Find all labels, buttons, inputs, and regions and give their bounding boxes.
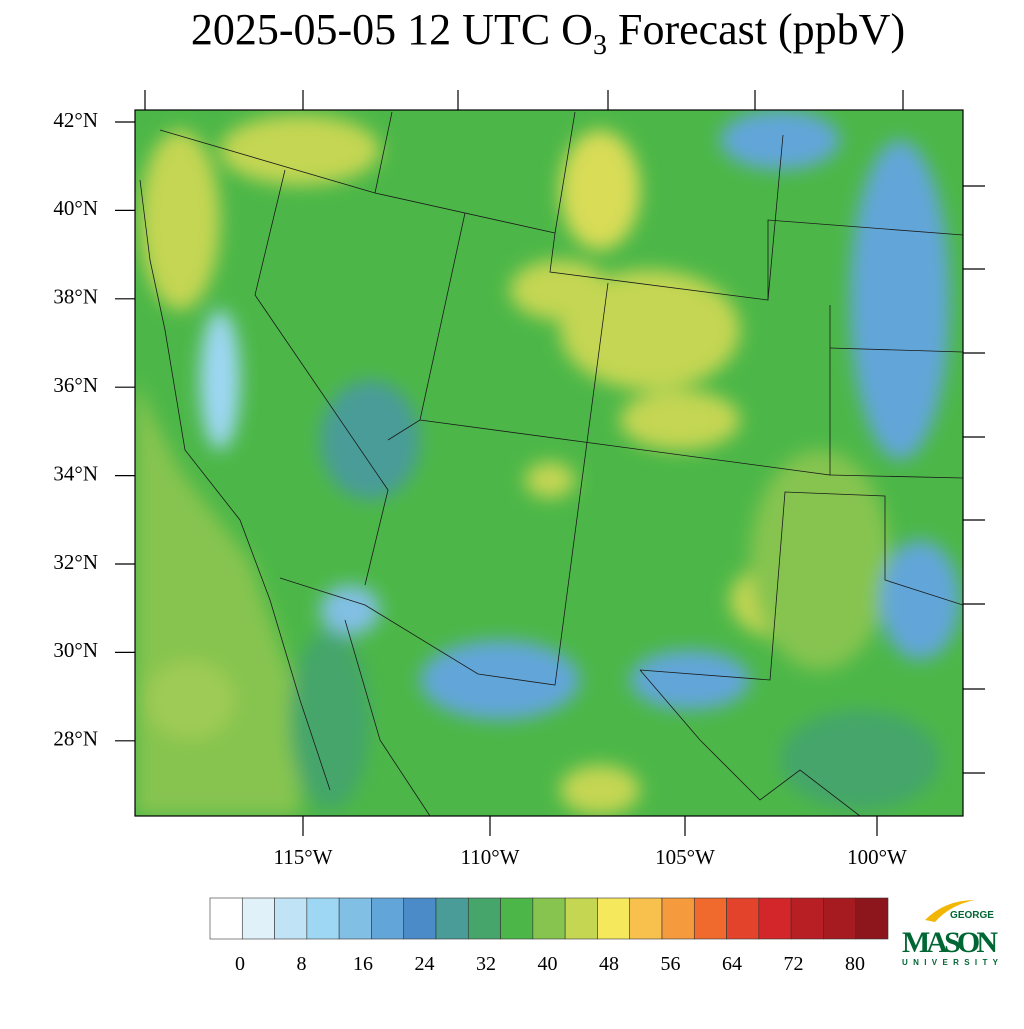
logo-main: MASON [902,926,998,959]
lat-label: 28°N [53,727,98,751]
colorbar-swatch [435,897,469,940]
axis-ticks [144,90,985,836]
map-frame [134,109,964,817]
title-text: Forecast (ppbV) [607,5,905,54]
colorbar-swatch [209,897,243,940]
colorbar-swatch [467,897,501,940]
colorbar-swatch [403,897,437,940]
colorbar-label: 80 [845,953,865,975]
lat-label: 34°N [53,461,98,485]
colorbar-swatch [726,897,760,940]
lon-labels: 115°W 110°W 105°W 100°W [274,845,908,869]
lat-label: 36°N [53,373,98,397]
colorbar-swatch [371,897,405,940]
logo-bottom: UNIVERSITY [902,958,999,967]
colorbar-swatch [500,897,534,940]
title: 2025-05-05 12 UTC O3 Forecast (ppbV) [191,5,905,61]
lat-label: 38°N [53,285,98,309]
colorbar-swatch [338,897,372,940]
colorbar-swatch [629,897,663,940]
colorbar-label: 56 [661,953,681,975]
colorbar-label: 40 [538,953,558,975]
colorbar: 0 8 16 24 32 40 48 56 64 72 80 [209,897,889,975]
colorbar-swatch [274,897,308,940]
logo: GEORGE MASON UNIVERSITY [902,900,999,967]
lon-label: 100°W [847,845,907,869]
colorbar-swatch [661,897,695,940]
lat-label: 30°N [53,638,98,662]
colorbar-swatch [693,897,727,940]
colorbar-swatch [532,897,566,940]
colorbar-label: 8 [297,953,307,975]
colorbar-swatch [855,897,889,940]
map-field [135,110,963,816]
lat-label: 40°N [53,196,98,220]
lat-label: 42°N [53,108,98,132]
title-subscript: 3 [593,30,607,61]
colorbar-swatch [597,897,631,940]
colorbar-label: 72 [784,953,804,975]
colorbar-swatch [564,897,598,940]
lon-label: 110°W [461,845,520,869]
colorbar-label: 64 [722,953,742,975]
colorbar-label: 32 [476,953,496,975]
colorbar-swatch [241,897,275,940]
colorbar-label: 16 [353,953,373,975]
lon-label: 105°W [655,845,715,869]
colorbar-label: 0 [235,953,245,975]
lon-label: 115°W [274,845,333,869]
colorbar-swatch [306,897,340,940]
colorbar-label: 24 [415,953,435,975]
colorbar-label: 48 [599,953,619,975]
lat-label: 32°N [53,550,98,574]
lat-ticks: 42°N 40°N 38°N 36°N 34°N 32°N 30°N 28°N [53,108,135,751]
colorbar-swatch [758,897,792,940]
colorbar-swatch [790,897,824,940]
title-text: 2025-05-05 12 UTC O [191,5,593,54]
colorbar-swatch [823,897,857,940]
logo-top: GEORGE [950,910,994,921]
